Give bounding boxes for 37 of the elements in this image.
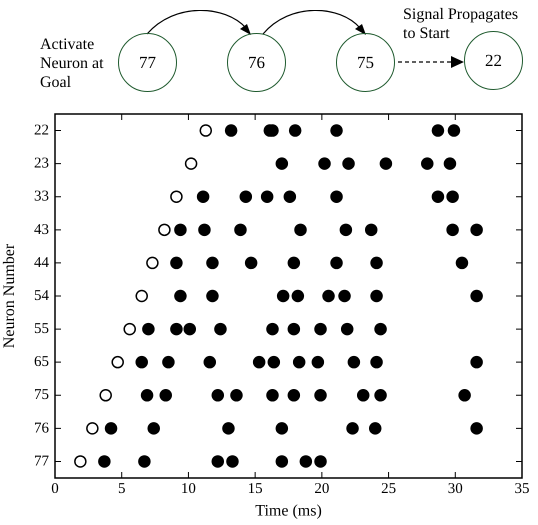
x-axis-title: Time (ms) [255,502,322,520]
y-tick-label: 76 [34,420,50,436]
y-tick-label: 44 [34,254,50,271]
y-tick-label: 54 [34,288,50,304]
node-circle: 75 [336,33,395,92]
point [200,124,212,137]
y-tick-label: 22 [34,122,49,138]
x-tick-label: 30 [448,480,463,497]
x-tick-label: 5 [118,480,126,497]
x-tick-label: 0 [51,480,59,497]
x-tick-label: 20 [314,480,330,497]
y-tick-label: 55 [34,321,49,338]
point [86,422,99,435]
point [170,190,183,203]
point [146,256,159,270]
text: Activate Neuron at Goal [40,35,105,92]
point [111,356,124,368]
point [99,389,112,402]
x-tick-label: 25 [381,480,396,497]
x-tick-label: 15 [248,480,263,497]
point [123,322,136,336]
point [184,157,198,170]
node-circle: 76 [227,33,286,92]
point [158,224,171,236]
y-tick-label: 23 [34,156,49,172]
y-tick-label: 65 [34,354,49,370]
node-circle: 77 [118,33,177,92]
y-tick-label: 77 [34,453,50,470]
y-tick-label: 43 [34,222,49,238]
x-tick-label: 35 [514,480,530,497]
node-circle: 22 [464,31,523,90]
y-axis-title: Neuron Number [0,243,18,348]
y-tick-label: 33 [34,188,49,205]
x-tick-label: 10 [180,480,196,497]
point [135,290,148,302]
point [74,455,87,468]
y-tick-label: 75 [34,387,49,404]
